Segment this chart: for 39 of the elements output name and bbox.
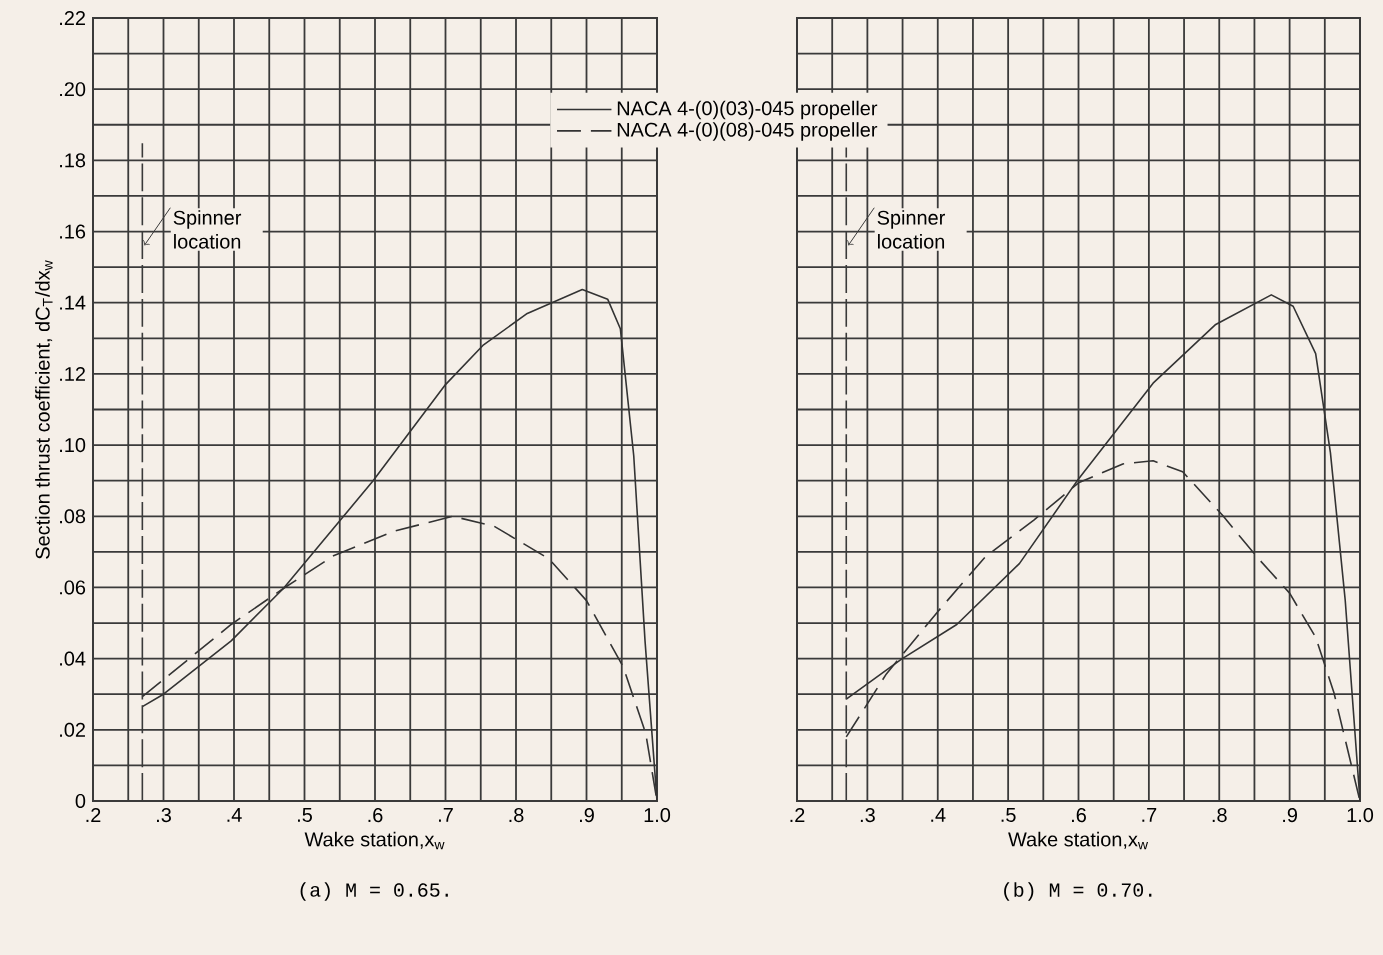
x-tick-label: .6 (1072, 808, 1086, 823)
text: (a) M = 0.65. (300, 882, 448, 901)
x-tick-label: .7 (439, 808, 453, 822)
text: (b) M = 0.70. (1004, 882, 1152, 901)
y-axis-title: Section thrust coefficient, dC$_{T}$/dx$_{w}$ (35, 260, 53, 559)
x-tick-label: .9 (580, 808, 594, 823)
y-tick-label: .14 (60, 295, 86, 310)
x-tick-label: .4 (931, 808, 946, 822)
legend-label: NACA 4-(0)(03)-045 propeller (617, 100, 878, 120)
x-tick-label: .2 (790, 808, 805, 822)
x-tick-label: 1.0 (1347, 808, 1374, 823)
y-tick-label: .02 (60, 722, 85, 737)
y-tick-label: 0 (75, 793, 86, 809)
y-tick-label: .06 (60, 580, 86, 595)
x-tick-label: .3 (157, 808, 171, 823)
y-tick-label: .18 (60, 153, 86, 168)
x-tick-label: .7 (1142, 808, 1157, 822)
x-tick-label: .6 (368, 808, 383, 823)
y-tick-label: .10 (60, 438, 86, 453)
x-axis-title: Wake station,x$_{w}$ (1008, 831, 1149, 850)
x-tick-label: 1.0 (644, 808, 671, 823)
x-axis-title: Wake station,x$_{w}$ (304, 831, 445, 850)
x-tick-label: .9 (1283, 808, 1298, 823)
x-tick-label: .5 (298, 808, 312, 822)
x-tick-label: .8 (1212, 808, 1227, 823)
y-tick-label: .20 (60, 82, 86, 97)
y-tick-label: .22 (60, 11, 85, 25)
x-tick-label: .2 (86, 808, 101, 822)
y-tick-label: .08 (60, 509, 86, 524)
x-tick-label: .5 (1001, 808, 1016, 822)
legend-label: NACA 4-(0)(08)-045 propeller (617, 122, 878, 141)
x-tick-label: .4 (227, 808, 242, 822)
y-tick-label: .04 (60, 651, 86, 666)
y-tick-label: .12 (60, 366, 85, 381)
x-tick-label: .3 (860, 808, 875, 823)
ref-line-label: Spinner location (877, 210, 945, 249)
ref-line-label: Spinner location (173, 210, 242, 249)
y-tick-label: .16 (60, 224, 86, 239)
x-tick-label: .8 (509, 808, 524, 823)
